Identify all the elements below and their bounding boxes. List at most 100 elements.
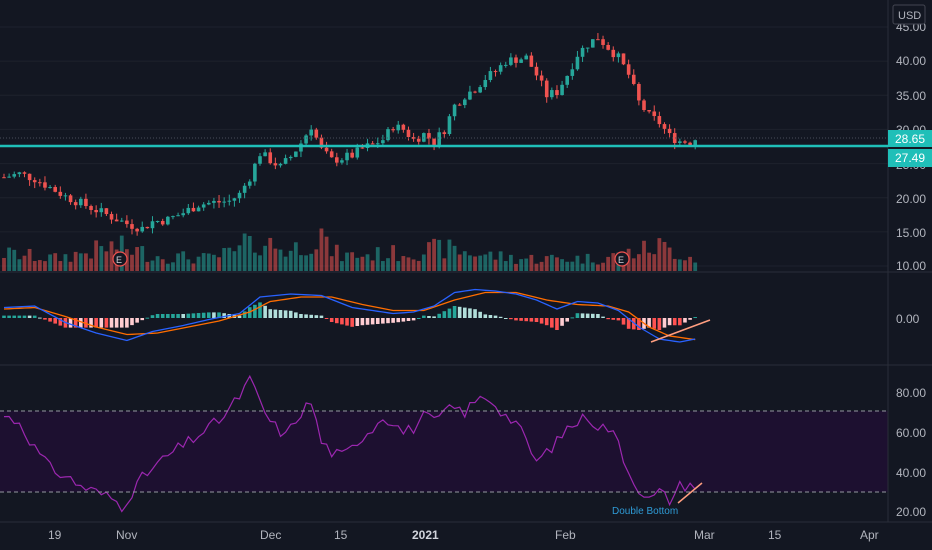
volume-bar — [27, 248, 32, 271]
macd-histogram-bar — [457, 306, 462, 318]
macd-divergence-trendline[interactable] — [650, 319, 711, 343]
earnings-marker[interactable]: E — [614, 251, 630, 267]
volume-bar — [416, 260, 421, 271]
volume-bar — [155, 256, 160, 271]
macd-histogram-bar — [452, 306, 457, 318]
candle-body — [319, 137, 324, 148]
macd-histogram-bar — [616, 318, 621, 321]
macd-histogram-bar — [570, 317, 575, 319]
candle-body — [411, 137, 416, 139]
volume-bar — [611, 253, 616, 271]
candle-body — [99, 208, 104, 213]
candle-body — [596, 39, 600, 41]
macd-histogram-bar — [166, 314, 170, 318]
macd-tick: 0.00 — [896, 312, 920, 326]
macd-histogram-bar — [442, 311, 447, 318]
earnings-marker[interactable]: E — [112, 251, 128, 267]
volume-bar — [150, 260, 155, 271]
volume-bar — [12, 249, 17, 271]
candle-body — [601, 39, 605, 45]
svg-text:E: E — [116, 255, 122, 265]
macd-histogram-bar — [437, 313, 441, 318]
macd-histogram-bar — [591, 313, 595, 318]
volume-bar — [242, 233, 247, 271]
candle-body — [145, 226, 150, 229]
macd-histogram-bar — [160, 314, 165, 318]
macd-histogram-bar — [555, 318, 559, 330]
volume-bar — [7, 247, 12, 271]
macd-histogram-bar — [565, 318, 569, 322]
volume-bar — [529, 254, 534, 271]
candle-body — [27, 173, 32, 181]
volume-bar — [22, 255, 27, 271]
candle-body — [442, 132, 447, 135]
macd-histogram-bar — [84, 318, 88, 328]
volume-bar — [84, 253, 88, 271]
volume-bar — [304, 255, 308, 271]
volume-bar — [442, 258, 447, 271]
volume-bar — [365, 254, 370, 271]
candle-body — [616, 53, 621, 58]
macd-histogram-bar — [473, 309, 477, 318]
candle-body — [519, 59, 523, 63]
candle-body — [642, 100, 646, 111]
rsi-divergence-trendline[interactable] — [677, 482, 703, 504]
volume-bar — [667, 247, 672, 271]
volume-bar — [575, 255, 580, 271]
macd-histogram-bar — [672, 318, 677, 326]
double-bottom-label: Double Bottom — [612, 506, 678, 517]
svg-text:27.49: 27.49 — [895, 151, 925, 165]
candle-body — [498, 65, 503, 72]
candle-body — [79, 198, 83, 206]
candle-body — [43, 182, 47, 188]
volume-bar — [247, 236, 252, 271]
volume-bar — [565, 261, 570, 271]
candle-body — [191, 207, 196, 212]
time-tick: Nov — [116, 528, 137, 542]
macd-histogram-bar — [621, 318, 626, 325]
volume-bar — [181, 251, 186, 271]
macd-histogram-bar — [48, 318, 52, 322]
candle-body — [181, 213, 185, 216]
macd-histogram-bar — [365, 318, 370, 325]
volume-bar — [165, 263, 170, 271]
macd-histogram-bar — [242, 311, 247, 318]
volume-bar — [145, 261, 150, 271]
macd-histogram-bar — [201, 312, 206, 318]
volume-bar — [406, 257, 411, 271]
macd-histogram-bar — [294, 312, 298, 318]
candle-body — [104, 208, 109, 215]
rsi-tick: 80.00 — [896, 386, 926, 400]
macd-histogram-bar — [340, 318, 344, 325]
candle-body — [207, 202, 211, 205]
macd-histogram-bar — [38, 317, 42, 319]
macd-histogram-bar — [32, 315, 37, 318]
macd-histogram-bar — [391, 318, 395, 323]
volume-bar — [288, 250, 293, 271]
volume-bar — [601, 262, 605, 271]
time-axis[interactable]: 19 Nov Dec 15 2021 Feb Mar 15 Apr — [48, 528, 879, 542]
candle-body — [580, 47, 585, 57]
price-tick: 15.00 — [896, 226, 926, 240]
candle-body — [2, 177, 6, 179]
macd-histogram-bar — [104, 318, 109, 328]
candle-body — [73, 202, 78, 206]
volume-bar — [570, 261, 575, 271]
volume-bar — [32, 261, 37, 271]
macd-histogram-bar — [125, 318, 129, 328]
volume-bar — [498, 251, 503, 271]
volume-bar — [462, 251, 467, 271]
macd-histogram-bar — [396, 318, 401, 323]
rsi-axis[interactable]: 80.00 60.00 40.00 20.00 — [896, 386, 926, 519]
candle-body — [304, 135, 308, 144]
volume-bar — [636, 254, 641, 271]
volume-bar — [488, 251, 493, 271]
macd-histogram-bar — [253, 304, 257, 318]
volume-bar — [473, 256, 477, 271]
price-tick: 20.00 — [896, 192, 926, 206]
rsi-tick: 40.00 — [896, 466, 926, 480]
macd-histogram-bar — [529, 318, 534, 322]
currency-button[interactable]: USD — [892, 4, 926, 25]
volume-bar — [319, 228, 324, 271]
